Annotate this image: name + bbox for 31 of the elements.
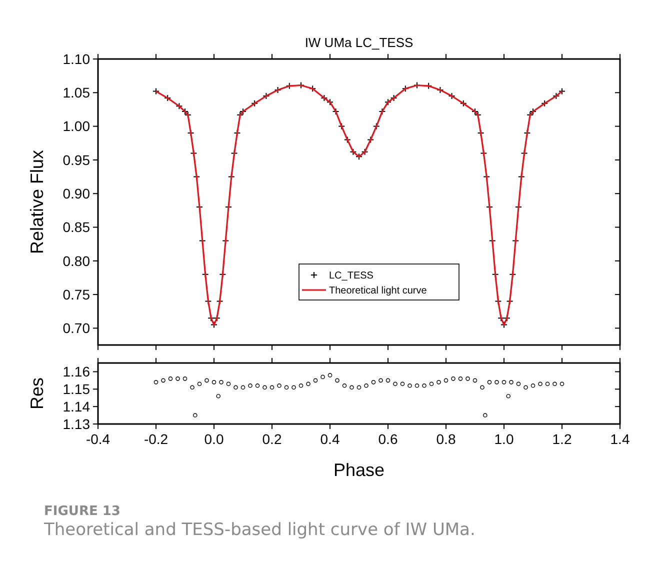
x-tick-label: -0.4 bbox=[86, 431, 110, 447]
x-tick-label: 1.2 bbox=[552, 431, 572, 447]
x-tick-label: 1.0 bbox=[494, 431, 514, 447]
y-tick-label: 1.15 bbox=[62, 381, 90, 398]
y-tick-label: 1.10 bbox=[62, 50, 90, 67]
text: Theoretical and TESS-based light curve of IW UMa. bbox=[43, 520, 476, 540]
x-tick-label: -0.2 bbox=[144, 431, 168, 447]
caption: FIGURE 13 bbox=[44, 504, 120, 519]
x-tick-label: 0.6 bbox=[378, 431, 398, 447]
x-tick-label: 0.2 bbox=[262, 431, 282, 447]
y-tick-label: 0.90 bbox=[62, 185, 90, 202]
x-tick-label: 0.0 bbox=[204, 431, 224, 447]
y-tick-label: 1.16 bbox=[62, 364, 90, 380]
x-axis-title: Phase bbox=[333, 460, 385, 480]
y-tick-label: 1.05 bbox=[62, 84, 90, 101]
x-tick-label: 1.4 bbox=[610, 431, 630, 447]
x-tick-label: 0.8 bbox=[436, 431, 456, 447]
legend-label: Theoretical light curve bbox=[329, 286, 428, 296]
y-tick-label: 0.85 bbox=[62, 219, 90, 236]
y-tick-label: 1.00 bbox=[62, 118, 90, 134]
y-axis-title: Relative Flux bbox=[27, 150, 47, 254]
legend-label: LC_TESS bbox=[329, 270, 374, 282]
y-tick-label: 0.70 bbox=[62, 320, 90, 336]
y-tick-label: 1.14 bbox=[62, 398, 90, 414]
y-tick-label: 0.75 bbox=[62, 286, 90, 302]
chart-title: IW UMa LC_TESS bbox=[304, 35, 414, 50]
y-axis-title: Res bbox=[27, 377, 47, 410]
y-tick-label: 1.13 bbox=[62, 416, 90, 432]
x-tick-label: 0.4 bbox=[320, 431, 340, 447]
y-tick-label: 0.80 bbox=[62, 252, 90, 269]
y-tick-label: 0.95 bbox=[62, 152, 90, 168]
